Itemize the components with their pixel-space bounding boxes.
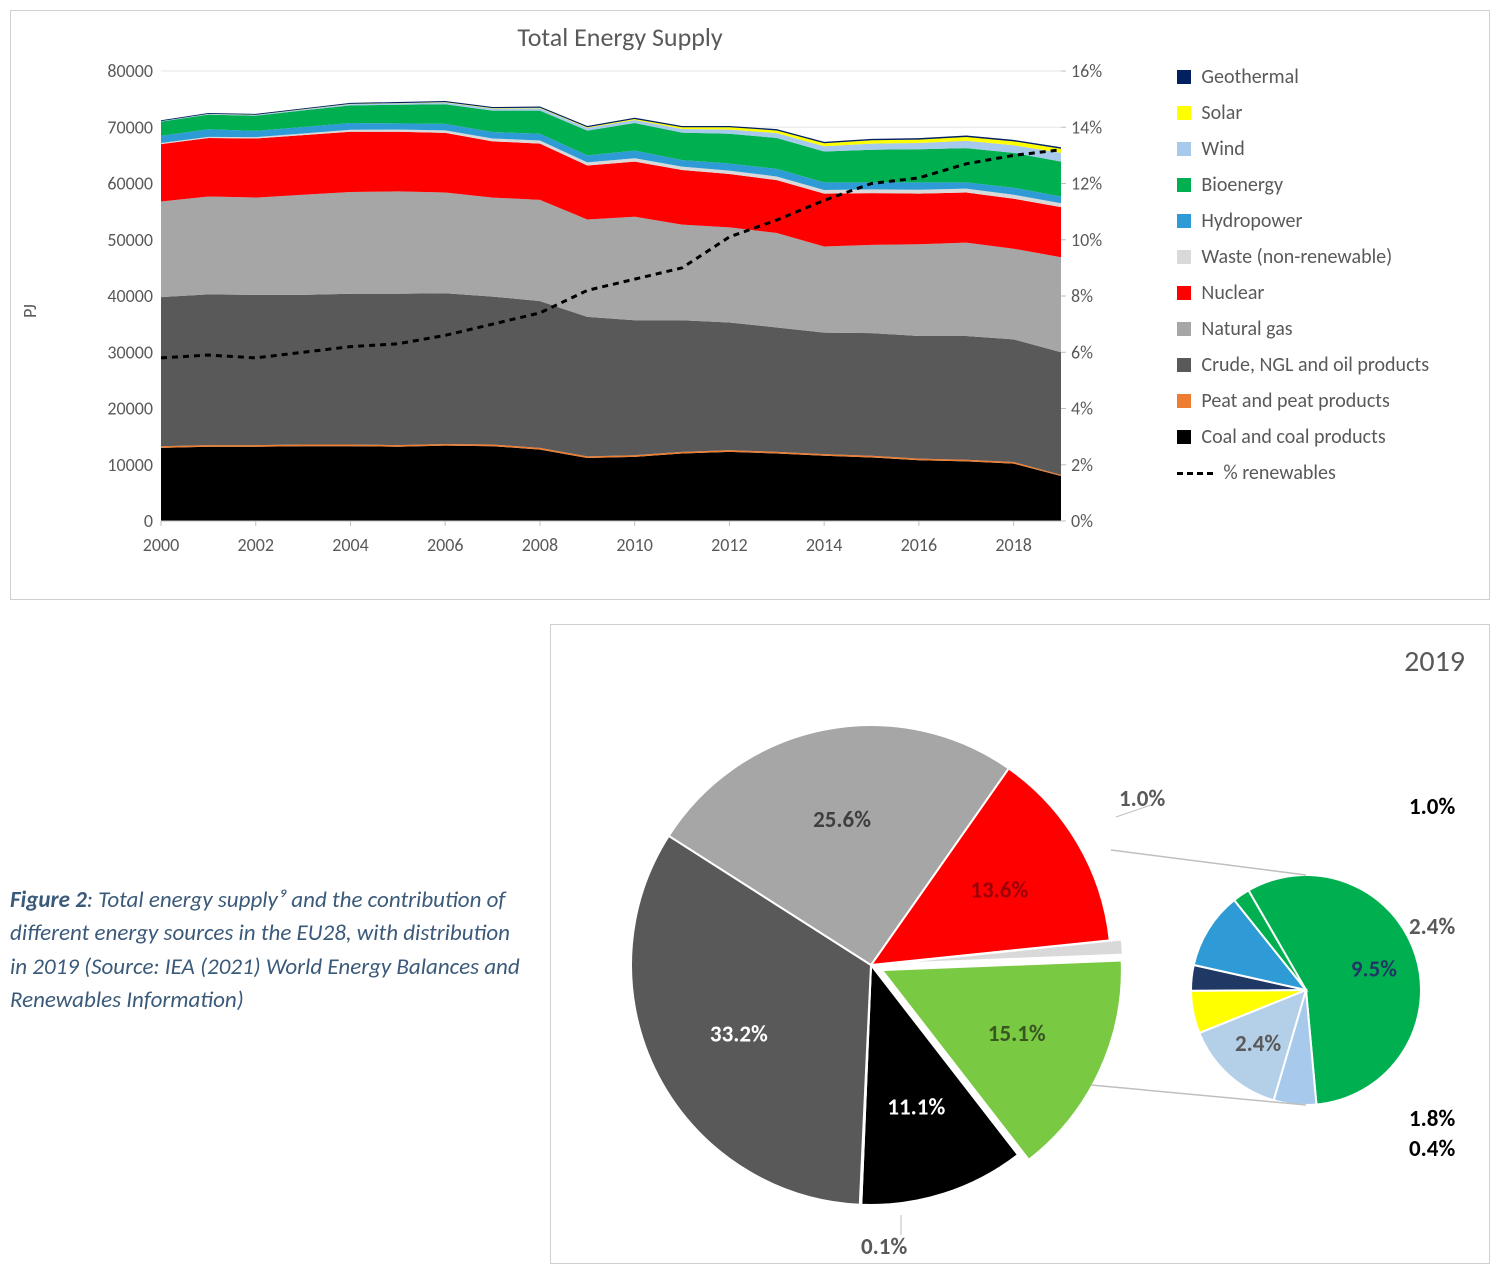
svg-text:2012: 2012 <box>711 534 748 556</box>
svg-text:4%: 4% <box>1071 398 1093 420</box>
legend-item: Waste (non-renewable) <box>1177 245 1469 269</box>
legend-line-icon <box>1177 472 1213 475</box>
svg-text:13.6%: 13.6% <box>970 877 1028 905</box>
bottom-section: Figure 2: Total energy supply⁹ and the c… <box>10 624 1490 1264</box>
legend-item: Nuclear <box>1177 281 1469 305</box>
legend-label: % renewables <box>1223 461 1335 485</box>
main-pie-svg: 13.6% 15.1% 11.1% 33.2% 25.6% <box>611 705 1131 1225</box>
detail-pie-svg: 9.5% 2.4% <box>1181 865 1431 1115</box>
legend-label: Nuclear <box>1201 281 1264 305</box>
legend-label: Geothermal <box>1201 65 1298 89</box>
legend-swatch <box>1177 250 1191 264</box>
legend-swatch <box>1177 106 1191 120</box>
legend-label: Natural gas <box>1201 317 1292 341</box>
legend-swatch <box>1177 286 1191 300</box>
legend-swatch <box>1177 214 1191 228</box>
legend-item: Peat and peat products <box>1177 389 1469 413</box>
pie-label-detail-bot2: 0.4% <box>1409 1135 1455 1163</box>
y-axis-label: PJ <box>19 304 41 318</box>
legend-swatch <box>1177 394 1191 408</box>
legend-item: Hydropower <box>1177 209 1469 233</box>
legend-item: Crude, NGL and oil products <box>1177 353 1469 377</box>
legend-label: Solar <box>1201 101 1242 125</box>
svg-text:70000: 70000 <box>107 116 153 138</box>
svg-text:2014: 2014 <box>806 534 843 556</box>
svg-text:16%: 16% <box>1071 61 1102 82</box>
svg-text:11.1%: 11.1% <box>887 1094 945 1122</box>
legend-label: Peat and peat products <box>1201 389 1389 413</box>
svg-text:14%: 14% <box>1071 116 1102 138</box>
area-chart-container: Total Energy Supply PJ 01000020000300004… <box>10 10 1490 600</box>
svg-text:25.6%: 25.6% <box>813 806 871 834</box>
legend-swatch <box>1177 178 1191 192</box>
legend-label: Wind <box>1201 137 1244 161</box>
svg-text:10000: 10000 <box>107 454 153 476</box>
figure-label: Figure 2 <box>10 886 87 914</box>
legend-label: Coal and coal products <box>1201 425 1385 449</box>
pie-chart-container: 2019 13.6%15.1%11.1%33.2%25.6% 9.5%2.4% … <box>550 624 1490 1264</box>
svg-text:30000: 30000 <box>107 341 153 363</box>
legend: Geothermal Solar Wind Bioenergy Hydropower Wa… <box>1149 61 1469 581</box>
figure-caption: Figure 2: Total energy supply⁹ and the c… <box>10 624 550 1264</box>
svg-text:2000: 2000 <box>143 534 180 556</box>
svg-text:2018: 2018 <box>995 534 1032 556</box>
legend-swatch <box>1177 322 1191 336</box>
legend-swatch <box>1177 70 1191 84</box>
svg-text:80000: 80000 <box>107 61 153 82</box>
svg-text:2016: 2016 <box>901 534 938 556</box>
svg-text:12%: 12% <box>1071 173 1102 195</box>
svg-text:8%: 8% <box>1071 285 1093 307</box>
svg-text:6%: 6% <box>1071 341 1093 363</box>
svg-text:60000: 60000 <box>107 173 153 195</box>
svg-text:2008: 2008 <box>522 534 559 556</box>
legend-item: Wind <box>1177 137 1469 161</box>
legend-item: Natural gas <box>1177 317 1469 341</box>
caption-text: : Total energy supply⁹ and the contribut… <box>10 886 520 1014</box>
svg-text:2004: 2004 <box>332 534 369 556</box>
legend-item: Geothermal <box>1177 65 1469 89</box>
area-plot-wrap: PJ 0100002000030000400005000060000700008… <box>31 61 1149 561</box>
area-chart-title: Total Energy Supply <box>0 21 1469 53</box>
legend-item: Solar <box>1177 101 1469 125</box>
legend-label: Bioenergy <box>1201 173 1283 197</box>
svg-text:2006: 2006 <box>427 534 464 556</box>
svg-text:10%: 10% <box>1071 229 1102 251</box>
pie-label-detail-mid: 2.4% <box>1409 913 1455 941</box>
svg-text:9.5%: 9.5% <box>1351 955 1397 983</box>
area-chart-content: PJ 0100002000030000400005000060000700008… <box>31 61 1469 581</box>
legend-item-line: % renewables <box>1177 461 1469 485</box>
svg-text:2.4%: 2.4% <box>1235 1030 1281 1058</box>
svg-text:2010: 2010 <box>616 534 653 556</box>
svg-text:2002: 2002 <box>237 534 274 556</box>
svg-text:15.1%: 15.1% <box>988 1020 1046 1048</box>
svg-text:0%: 0% <box>1071 510 1093 532</box>
pie-year-label: 2019 <box>1404 643 1465 680</box>
svg-text:0: 0 <box>144 510 153 532</box>
pie-label-detail-top: 1.0% <box>1409 793 1455 821</box>
legend-label: Crude, NGL and oil products <box>1201 353 1429 377</box>
pie-label-peat: 0.1% <box>861 1233 907 1261</box>
legend-label: Hydropower <box>1201 209 1302 233</box>
legend-label: Waste (non-renewable) <box>1201 245 1392 269</box>
legend-swatch <box>1177 358 1191 372</box>
area-chart-svg: 0 10000 20000 30000 40000 50000 60000 70000 8000… <box>91 61 1121 561</box>
legend-item: Coal and coal products <box>1177 425 1469 449</box>
svg-text:33.2%: 33.2% <box>710 1020 768 1048</box>
svg-text:20000: 20000 <box>107 398 153 420</box>
legend-swatch <box>1177 430 1191 444</box>
legend-swatch <box>1177 142 1191 156</box>
svg-text:50000: 50000 <box>107 229 153 251</box>
pie-label-waste: 1.0% <box>1119 785 1165 813</box>
svg-text:40000: 40000 <box>107 285 153 307</box>
legend-item: Bioenergy <box>1177 173 1469 197</box>
pie-label-detail-bot1: 1.8% <box>1409 1105 1455 1133</box>
svg-text:2%: 2% <box>1071 454 1093 476</box>
